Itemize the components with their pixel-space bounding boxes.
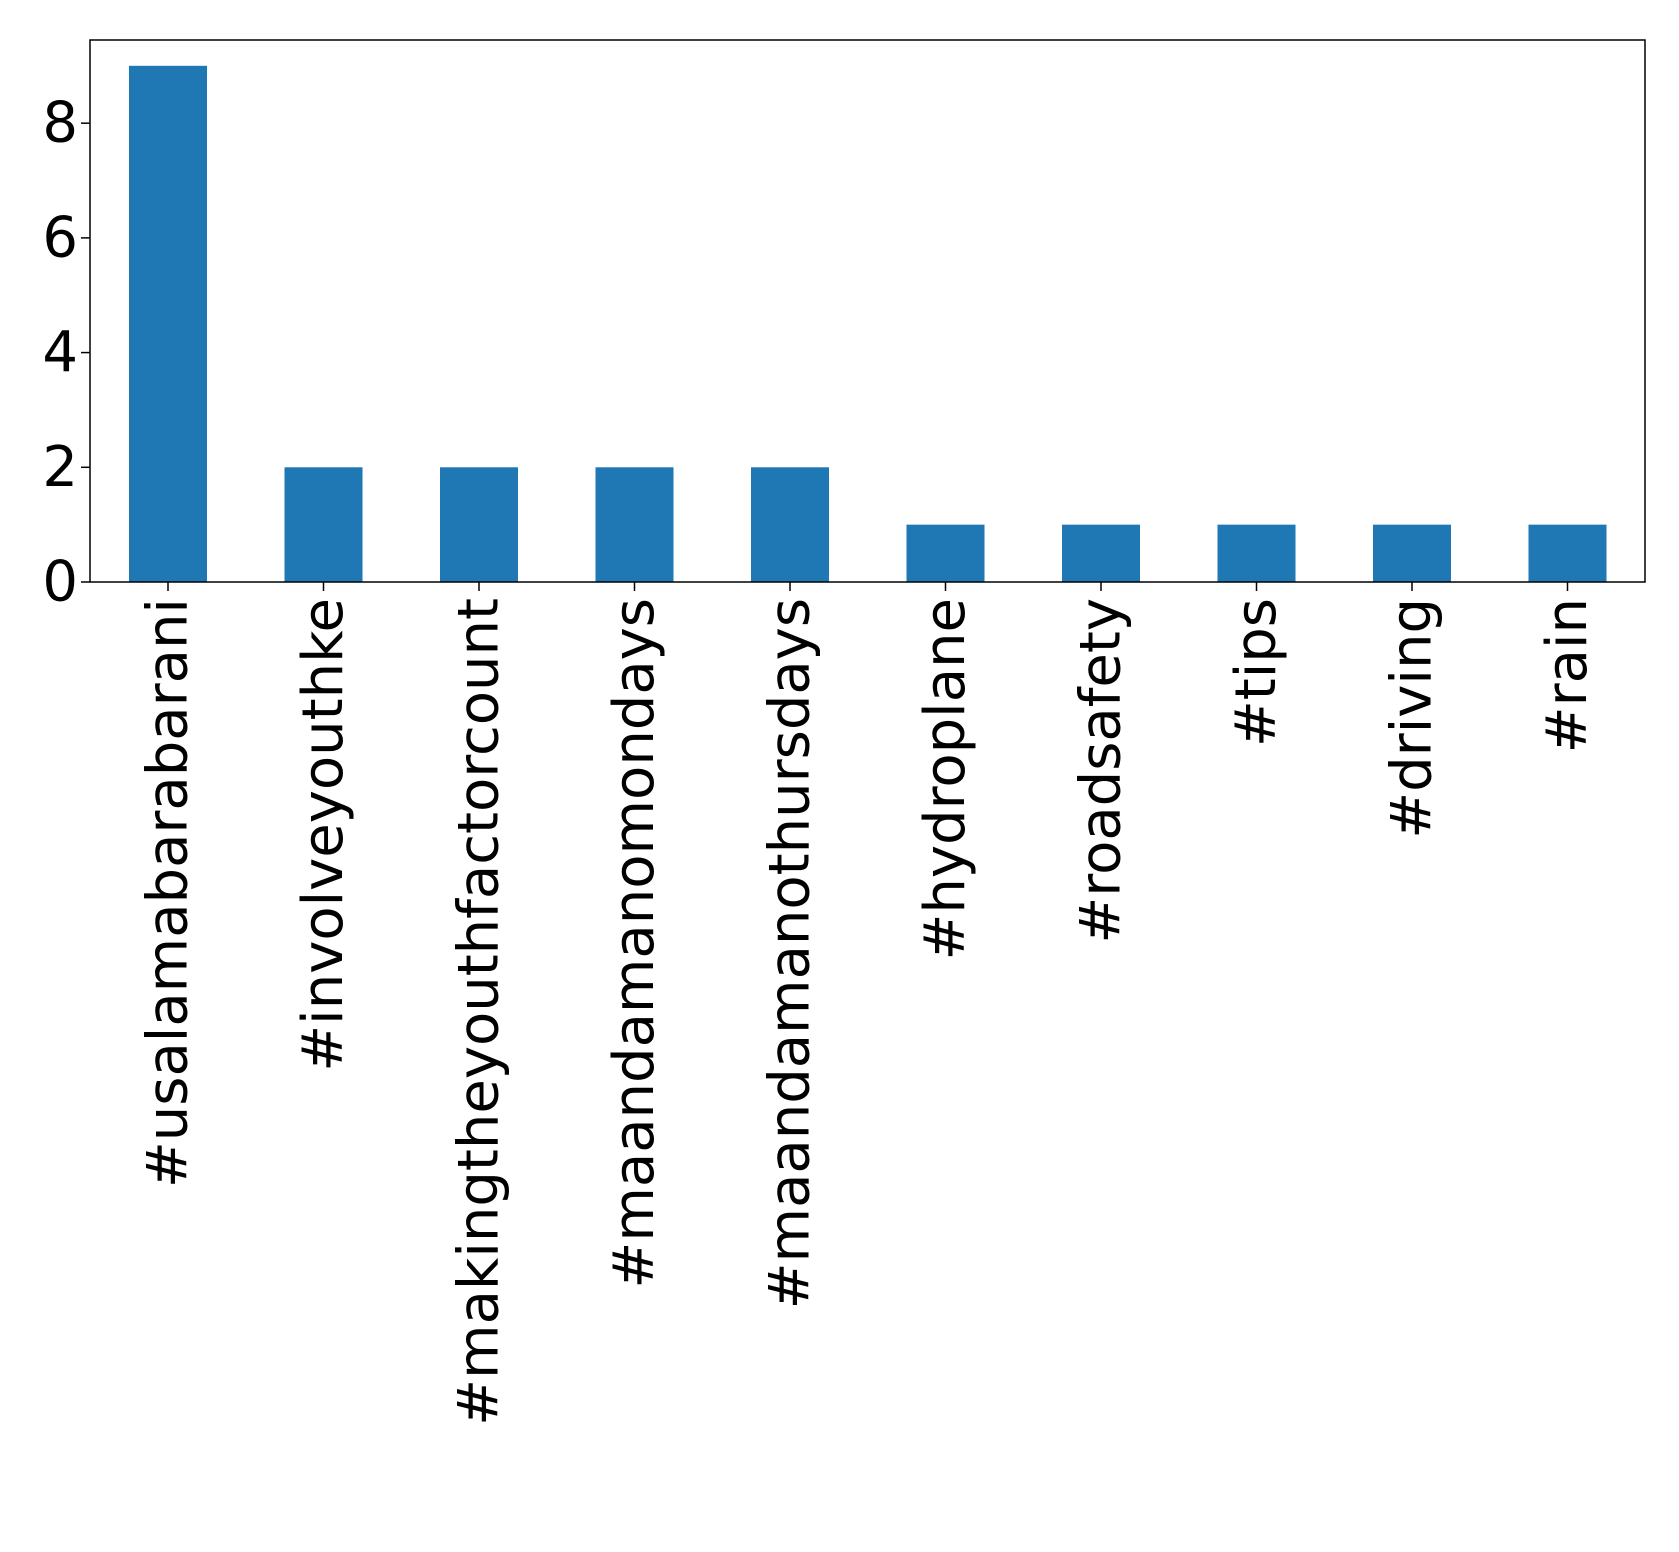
y-tick-label: 6 [42,205,78,270]
y-axis: 0 2 4 6 8 [42,91,90,615]
bar-0 [129,65,207,583]
bar-9 [1528,524,1607,582]
plot-frame [89,39,1646,583]
x-tick-label: #driving [1380,598,1445,839]
bar-8 [1373,524,1451,582]
bar-6 [1062,524,1140,582]
y-tick-label: 0 [42,550,78,615]
x-tick-label: #maandamanothursdays [758,598,823,1309]
x-axis: #usalamabarabarani #involveyouthke #making… [136,582,1600,1426]
x-tick-label: #hydroplane [913,598,978,961]
x-tick-label: #makingtheyouthfactorcount [447,598,512,1426]
bars-group [129,65,1607,583]
x-tick-label: #involveyouthke [291,598,356,1072]
bar-4 [751,467,829,582]
x-tick-label: #rain [1535,598,1600,753]
y-tick-label: 4 [42,320,78,385]
bar-7 [1217,524,1296,582]
y-tick-label: 8 [42,91,78,156]
bar-3 [595,467,674,582]
bar-5 [906,524,985,582]
x-tick-label: #tips [1224,598,1289,747]
bar-1 [284,467,363,582]
bar-2 [440,467,518,582]
x-tick-label: #roadsafety [1069,598,1134,944]
x-tick-label: #usalamabarabarani [136,598,201,1188]
y-tick-label: 2 [42,435,78,500]
x-tick-label: #maandamanomondays [602,598,667,1289]
